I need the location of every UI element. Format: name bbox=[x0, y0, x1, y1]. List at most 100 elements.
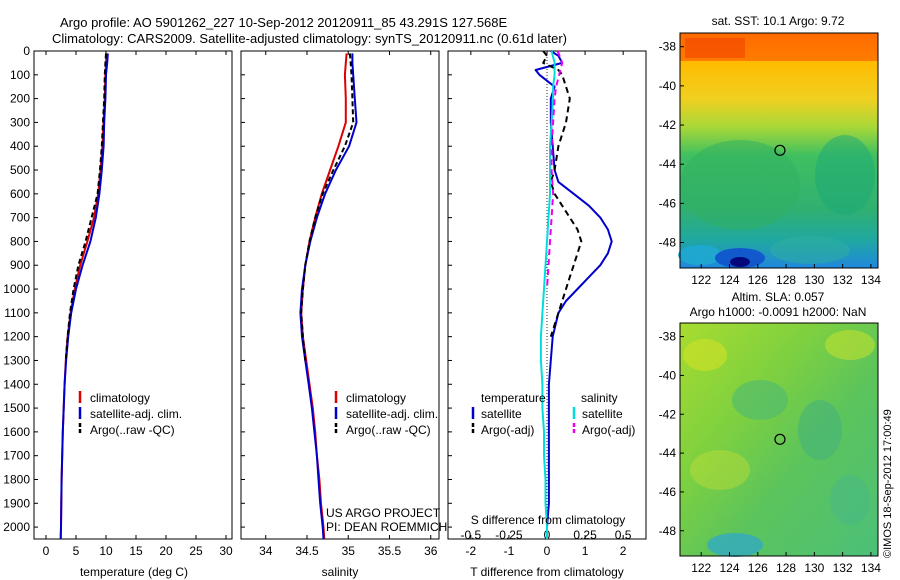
legend-label-satellite-adj: satellite-adj. clim. bbox=[346, 407, 438, 421]
depth-tick-label: 300 bbox=[10, 115, 30, 129]
s-tick-label: -0.5 bbox=[461, 528, 482, 542]
x-tick-label: 0 bbox=[43, 544, 50, 558]
x-tick-label: 35.5 bbox=[378, 544, 402, 558]
legend-label-t-satellite: satellite bbox=[481, 407, 522, 421]
salinity-axis-ticks: 34 34.5 35 35.5 36 bbox=[259, 51, 438, 558]
x-tick-label: 34.5 bbox=[295, 544, 319, 558]
x-tick-label: 10 bbox=[99, 544, 113, 558]
latitude-tick-label: -48 bbox=[659, 524, 677, 538]
longitude-tick-label: 132 bbox=[833, 273, 853, 287]
s-difference-axis-ticks: -0.5 -0.25 0 0.25 0.5 bbox=[461, 528, 632, 542]
s-tick-label: 0.5 bbox=[615, 528, 632, 542]
x-tick-label: 25 bbox=[189, 544, 203, 558]
project-credit-line-1: US ARGO PROJECT bbox=[326, 506, 441, 520]
depth-tick-label: 1000 bbox=[3, 282, 30, 296]
x-tick-label: 35 bbox=[342, 544, 356, 558]
latitude-tick-label: -38 bbox=[659, 40, 677, 54]
imos-watermark: ©IMOS 18-Sep-2012 17:00:49 bbox=[882, 409, 894, 558]
s-difference-axis-label: S difference from climatology bbox=[471, 513, 626, 527]
x-tick-label: 0 bbox=[544, 544, 551, 558]
project-credit-line-2: PI: DEAN ROEMMICH bbox=[326, 520, 447, 534]
longitude-tick-label: 130 bbox=[804, 273, 824, 287]
legend-label-s-argo: Argo(-adj) bbox=[582, 423, 635, 437]
depth-tick-label: 1700 bbox=[3, 449, 30, 463]
series-line-argo-adj- bbox=[546, 50, 564, 290]
x-tick-label: 36 bbox=[424, 544, 438, 558]
difference-series-lines bbox=[448, 50, 613, 539]
x-tick-label: 34 bbox=[259, 544, 273, 558]
sst-map-title: sat. SST: 10.1 Argo: 9.72 bbox=[712, 14, 845, 28]
temperature-legend: climatology satellite-adj. clim. Argo(..… bbox=[78, 391, 182, 437]
salinity-profile-panel: 34 34.5 35 35.5 36 salinity climatology sate… bbox=[240, 50, 447, 579]
longitude-tick-label: 124 bbox=[719, 273, 739, 287]
depth-tick-label: 100 bbox=[10, 68, 30, 82]
longitude-tick-label: 128 bbox=[776, 561, 796, 575]
depth-tick-label: 1900 bbox=[3, 496, 30, 510]
depth-tick-label: 700 bbox=[10, 211, 30, 225]
series-line-argo-raw-qc- bbox=[300, 53, 355, 361]
depth-tick-label: 1500 bbox=[3, 401, 30, 415]
longitude-tick-label: 132 bbox=[833, 561, 853, 575]
depth-tick-label: 1300 bbox=[3, 353, 30, 367]
difference-profile-panel: -2 -1 0 1 2 -0.5 -0.25 0 0.25 0.5 S difference f… bbox=[447, 50, 647, 579]
series-line-satellite bbox=[539, 50, 556, 539]
legend-label-climatology: climatology bbox=[90, 391, 150, 405]
depth-tick-label: 2000 bbox=[3, 520, 30, 534]
sst-map-longitude-ticks: 122 124 126 128 130 132 134 bbox=[691, 264, 881, 287]
latitude-tick-label: -44 bbox=[659, 446, 677, 460]
longitude-tick-label: 126 bbox=[748, 273, 768, 287]
latitude-tick-label: -46 bbox=[659, 196, 677, 210]
depth-tick-label: 1200 bbox=[3, 330, 30, 344]
salinity-legend: climatology satellite-adj. clim. Argo(..… bbox=[334, 391, 438, 437]
t-difference-axis-ticks: -2 -1 0 1 2 bbox=[466, 51, 627, 558]
latitude-tick-label: -40 bbox=[659, 368, 677, 382]
temperature-axis-ticks: 0 5 10 15 20 25 30 bbox=[43, 51, 233, 558]
x-tick-label: 5 bbox=[73, 544, 80, 558]
depth-tick-label: 1400 bbox=[3, 377, 30, 391]
temperature-series-lines bbox=[59, 53, 109, 540]
temperature-plot-frame bbox=[33, 50, 233, 540]
latitude-tick-label: -46 bbox=[659, 485, 677, 499]
s-tick-label: 0.25 bbox=[573, 528, 597, 542]
series-line-argo-adj- bbox=[542, 50, 583, 338]
series-line-satellite-adj-clim- bbox=[59, 53, 109, 540]
s-tick-label: -0.25 bbox=[495, 528, 523, 542]
sla-map-latitude-ticks: -38 -40 -42 -44 -46 -48 bbox=[659, 330, 684, 538]
series-line-argo-raw-qc- bbox=[64, 53, 107, 361]
x-tick-label: -1 bbox=[504, 544, 515, 558]
latitude-tick-label: -42 bbox=[659, 407, 677, 421]
legend-label-s-satellite: satellite bbox=[582, 407, 623, 421]
longitude-tick-label: 134 bbox=[861, 561, 881, 575]
legend-label-satellite-adj: satellite-adj. clim. bbox=[90, 407, 182, 421]
depth-tick-label: 400 bbox=[10, 139, 30, 153]
latitude-tick-label: -38 bbox=[659, 330, 677, 344]
depth-axis-ticks: 0 100 200 300 400 500 600 700 800 900 1000 1100 1200… bbox=[3, 44, 38, 534]
longitude-tick-label: 128 bbox=[776, 273, 796, 287]
longitude-tick-label: 124 bbox=[719, 561, 739, 575]
argo-float-location-marker bbox=[774, 144, 786, 156]
legend-header-temperature: temperature bbox=[481, 391, 546, 405]
sst-map-latitude-ticks: -38 -40 -42 -44 -46 -48 bbox=[659, 40, 684, 250]
sst-map-image bbox=[678, 33, 878, 268]
x-tick-label: 2 bbox=[620, 544, 627, 558]
sla-map-image bbox=[680, 323, 878, 557]
x-tick-label: -2 bbox=[466, 544, 477, 558]
depth-tick-label: 800 bbox=[10, 234, 30, 248]
depth-tick-label: 1100 bbox=[4, 306, 30, 320]
difference-legend: temperature salinity satellite Argo(-adj… bbox=[471, 391, 635, 437]
sst-map-frame bbox=[679, 32, 879, 269]
depth-tick-label: 1800 bbox=[3, 472, 30, 486]
x-tick-label: 20 bbox=[159, 544, 173, 558]
legend-label-argo: Argo(..raw -QC) bbox=[346, 423, 431, 437]
x-tick-label: 30 bbox=[219, 544, 233, 558]
legend-label-argo: Argo(..raw -QC) bbox=[90, 423, 175, 437]
depth-tick-label: 1600 bbox=[3, 425, 30, 439]
header-line-1: Argo profile: AO 5901262_227 10-Sep-2012… bbox=[60, 15, 508, 30]
legend-header-salinity: salinity bbox=[581, 391, 618, 405]
depth-tick-label: 0 bbox=[23, 44, 30, 58]
latitude-tick-label: -44 bbox=[659, 157, 677, 171]
salinity-series-lines bbox=[241, 50, 358, 540]
sla-map-frame bbox=[679, 322, 879, 557]
sla-map-panel: Altim. SLA: 0.057 Argo h1000: -0.0091 h2… bbox=[659, 290, 882, 575]
